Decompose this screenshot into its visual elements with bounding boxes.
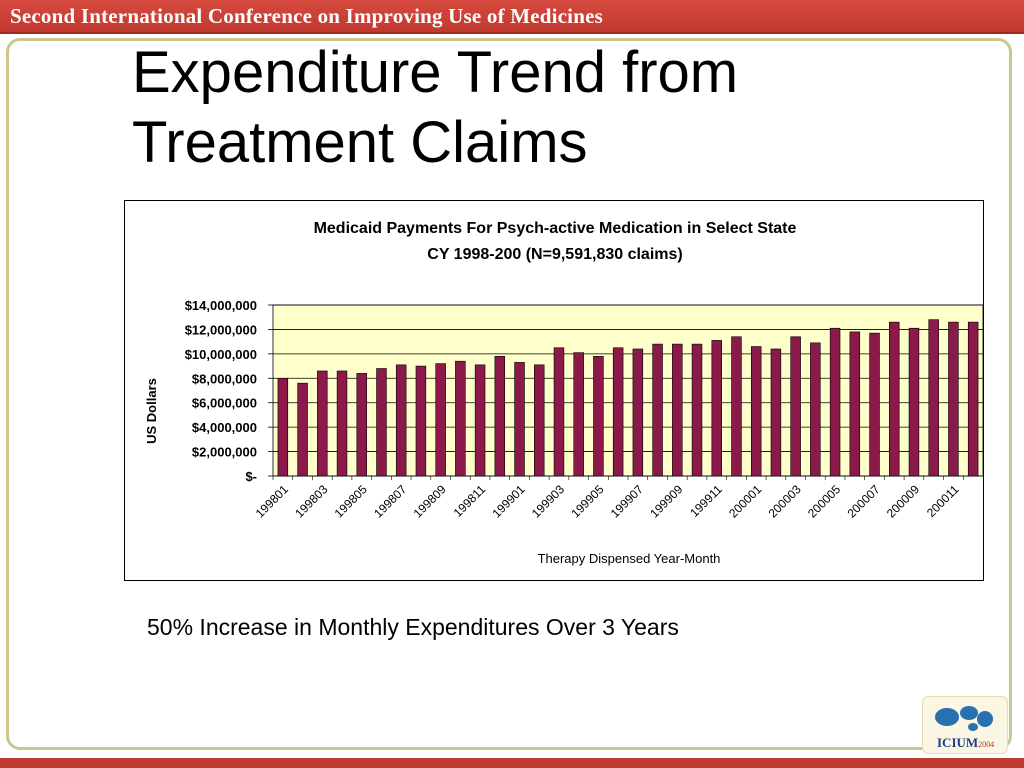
x-tick-label: 200003 [766, 482, 804, 520]
bar [731, 336, 742, 477]
y-tick-label: $8,000,000 [192, 371, 257, 386]
bars-group [277, 319, 979, 477]
x-tick-label: 199801 [253, 482, 291, 520]
bar [317, 370, 328, 477]
bar [376, 368, 387, 477]
x-tick-label: 199909 [647, 482, 685, 520]
bar [889, 321, 900, 477]
y-axis-label: US Dollars [144, 378, 159, 444]
bar [336, 370, 348, 477]
bar [810, 342, 821, 477]
x-tick-label: 199901 [489, 482, 527, 520]
x-tick-label: 200007 [844, 482, 882, 520]
bar [356, 373, 367, 477]
bar [672, 343, 683, 477]
bar [691, 343, 703, 477]
bar [711, 340, 722, 477]
bar [849, 331, 861, 477]
y-tick-label: $2,000,000 [192, 445, 257, 460]
x-tick-label: 199905 [568, 482, 606, 520]
bar [750, 346, 762, 477]
bar [277, 377, 289, 477]
logo-name: ICIUM [937, 735, 979, 750]
icium-logo: ICIUM2004 [922, 696, 1008, 754]
x-axis-label: Therapy Dispensed Year-Month [538, 551, 721, 566]
y-tick-label: $4,000,000 [192, 420, 257, 435]
logo-wordmark: ICIUM2004 [937, 735, 994, 751]
y-tick-label: $- [245, 469, 257, 484]
bar [395, 364, 407, 477]
chart-title: Medicaid Payments For Psych-active Medic… [314, 220, 797, 237]
bar [534, 364, 545, 477]
logo-year: 2004 [978, 740, 995, 749]
x-axis-ticks: 199801 199803 199805 199807 199809 199811 1999… [253, 476, 964, 520]
x-tick-label: 199809 [411, 482, 449, 520]
conference-banner-text: Second International Conference on Impro… [10, 4, 603, 28]
bar [948, 321, 959, 477]
world-map-icon [935, 706, 993, 731]
bar [415, 365, 427, 477]
bar [593, 356, 604, 477]
x-tick-label: 199805 [332, 482, 370, 520]
x-tick-label: 199911 [687, 482, 725, 520]
plot-area [272, 304, 983, 477]
y-tick-label: $10,000,000 [185, 347, 257, 362]
bar [297, 382, 308, 477]
bar [474, 364, 486, 477]
bar [652, 343, 663, 477]
y-tick-label: $6,000,000 [192, 396, 257, 411]
x-tick-label: 200009 [884, 482, 922, 520]
bar [829, 327, 841, 477]
bar [770, 348, 782, 477]
x-tick-label: 199907 [608, 482, 646, 520]
slide-title-line-1: Expenditure Trend from [132, 40, 739, 105]
bar [494, 356, 506, 477]
bar [790, 336, 801, 477]
bar [553, 347, 565, 477]
bar [612, 347, 624, 477]
x-tick-label: 200011 [924, 482, 962, 520]
y-axis-ticks: $- $2,000,000 $4,000,000 $6,000,000 $8,000,0… [185, 298, 273, 484]
bar [573, 352, 584, 477]
x-tick-label: 200001 [726, 482, 764, 520]
plot-background [272, 304, 983, 477]
slide-title-line-2: Treatment Claims [132, 110, 588, 175]
bar [908, 327, 920, 477]
bar-chart: Medicaid Payments For Psych-active Medic… [144, 220, 983, 566]
y-tick-label: $14,000,000 [185, 298, 257, 313]
bar [967, 321, 979, 477]
bar [632, 348, 644, 477]
x-tick-label: 199803 [292, 482, 330, 520]
bar [455, 360, 466, 477]
conference-banner: Second International Conference on Impro… [0, 0, 1024, 34]
y-tick-label: $12,000,000 [185, 322, 257, 337]
bar [514, 362, 525, 477]
bar [435, 363, 446, 477]
bottom-band [0, 758, 1024, 768]
x-tick-label: 199903 [529, 482, 567, 520]
bar [928, 319, 939, 477]
chart-subtitle: CY 1998-200 (N=9,591,830 claims) [427, 246, 682, 263]
x-tick-label: 199811 [451, 482, 489, 520]
x-tick-label: 200005 [805, 482, 843, 520]
x-tick-label: 199807 [371, 482, 409, 520]
chart-container: Medicaid Payments For Psych-active Medic… [124, 200, 984, 581]
slide-title: Expenditure Trend from Treatment Claims [132, 38, 932, 178]
slide-caption: 50% Increase in Monthly Expenditures Ove… [147, 614, 679, 640]
bar [869, 332, 880, 477]
